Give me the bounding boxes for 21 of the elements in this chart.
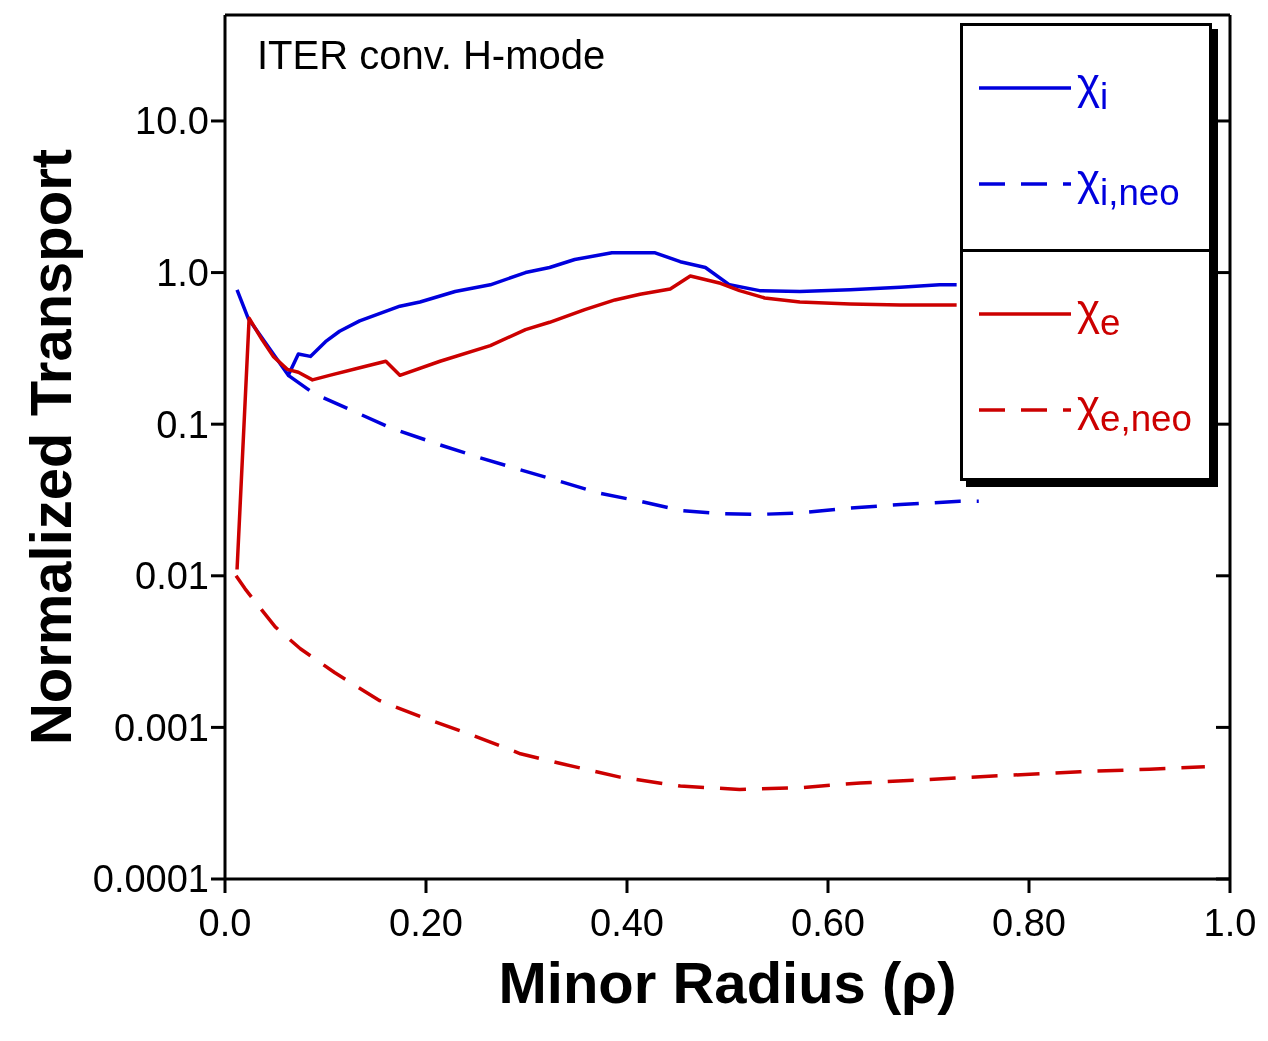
line-series	[234, 574, 1207, 792]
annotation: ITER conv. H-mode	[257, 33, 606, 78]
y-tick-label: 0.1	[156, 403, 209, 446]
y-tick-label: 0.0001	[92, 858, 209, 901]
x-tick-label: 0.40	[590, 901, 664, 944]
x-tick-label: 0.60	[791, 901, 865, 944]
y-tick-label: 0.001	[113, 706, 209, 749]
y-tick-label: 0.01	[135, 555, 209, 598]
x-tick-label: 0.20	[389, 901, 463, 944]
y-tick-label: 10.0	[135, 100, 209, 143]
x-axis-title: Minor Radius (ρ)	[498, 950, 957, 1015]
y-tick-label: 1.0	[156, 252, 209, 295]
legend-label: χ$_{i,neo}$	[1077, 154, 1180, 214]
legend-label: χ$_{i}$	[1077, 58, 1109, 118]
line-series	[235, 274, 959, 572]
y-axis-title: Normalized Transport	[18, 148, 84, 746]
x-tick-label: 0.80	[992, 901, 1066, 944]
x-tick-label: 0.0	[198, 901, 252, 944]
legend-label: χ$_{e,neo}$	[1077, 380, 1192, 440]
x-tick-label: 1.0	[1203, 901, 1257, 944]
legend-label: χ$_{e}$	[1077, 284, 1121, 344]
